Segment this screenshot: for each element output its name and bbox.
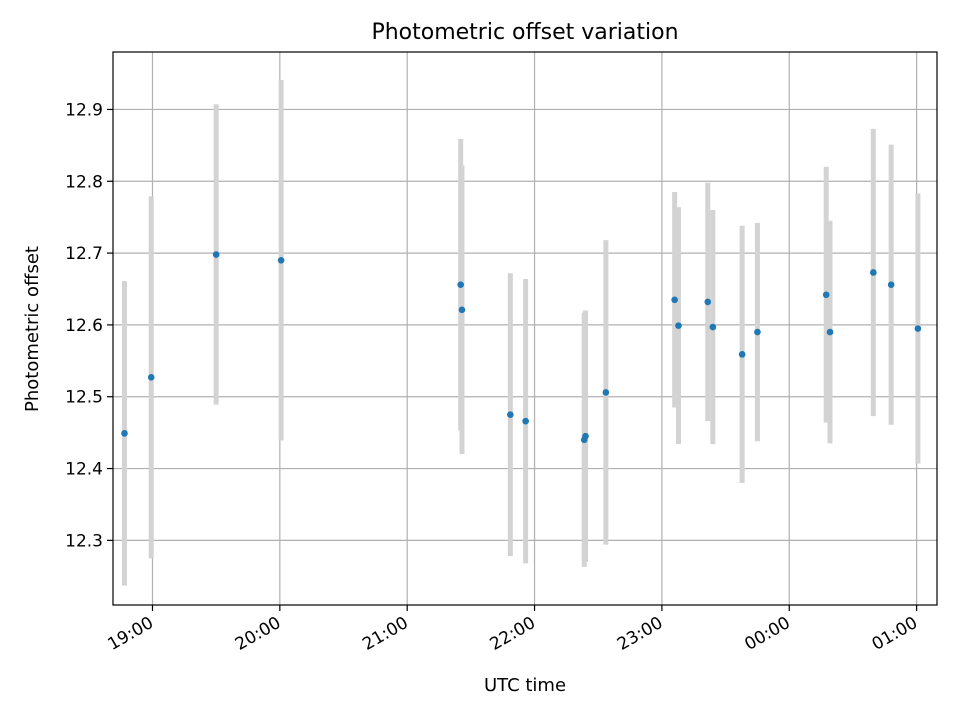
data-point — [522, 417, 529, 425]
data-point — [887, 281, 895, 288]
data-point — [147, 374, 155, 381]
data-point — [870, 269, 877, 276]
y-tick-label: 12.3 — [65, 531, 103, 551]
data-point — [914, 325, 922, 332]
data-point — [121, 430, 128, 437]
data-point — [212, 251, 220, 258]
data-point — [671, 296, 678, 304]
plot-frame — [112, 51, 938, 606]
data-point — [458, 306, 466, 314]
chart-title: Photometric offset variation — [371, 20, 678, 45]
data-point — [675, 322, 682, 329]
data-points — [121, 251, 922, 444]
y-tick-label: 12.6 — [65, 316, 103, 336]
data-point — [457, 281, 464, 288]
y-tick-label: 12.9 — [65, 100, 103, 120]
data-point — [754, 328, 761, 336]
data-point — [507, 411, 514, 418]
data-point — [602, 389, 610, 396]
y-tick-label: 12.4 — [65, 460, 103, 480]
y-tick-label: 12.7 — [65, 244, 103, 264]
data-point — [826, 328, 834, 336]
data-point — [822, 291, 830, 299]
plot-area — [112, 51, 938, 606]
data-point — [709, 323, 717, 331]
y-tick-label: 12.5 — [65, 388, 103, 408]
data-point — [704, 298, 712, 306]
x-axis-label: UTC time — [484, 675, 566, 696]
y-tick-label: 12.8 — [65, 172, 103, 192]
y-axis-label: Photometric offset — [22, 246, 43, 412]
data-point — [738, 351, 746, 358]
data-point — [582, 432, 589, 440]
data-point — [277, 256, 285, 264]
y-axis-ticks: 12.3 12.4 12.5 12.6 12.7 12.8 12.9 — [65, 100, 113, 551]
